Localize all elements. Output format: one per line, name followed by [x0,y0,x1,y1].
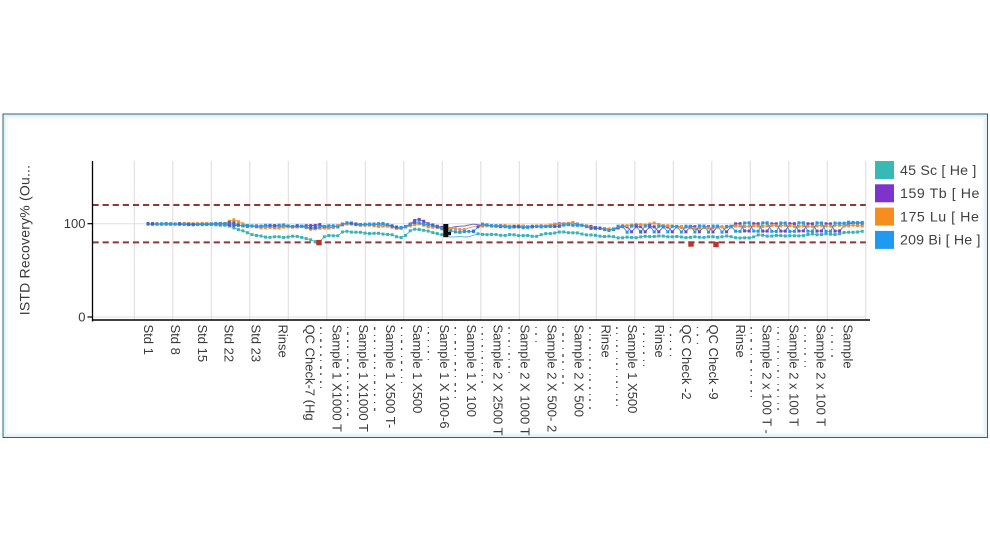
svg-text:0: 0 [78,310,85,325]
svg-text:Sample: Sample [840,325,855,369]
svg-text:Sample 1 X500: Sample 1 X500 [625,325,640,414]
svg-text:Sample 1 X500 T-: Sample 1 X500 T- [383,325,398,429]
svg-text:Sample 2 X 1000 T: Sample 2 X 1000 T [518,325,533,436]
svg-text:Sample 2 X 2500 T: Sample 2 X 2500 T [491,325,506,436]
svg-text:Sample 2 x 100 T -: Sample 2 x 100 T - [760,325,775,434]
svg-text:Std 15: Std 15 [195,325,210,363]
svg-text:159 Tb [ He: 159 Tb [ He [900,186,980,202]
svg-text:Sample 1 X 100-6: Sample 1 X 100-6 [437,325,452,429]
svg-text:Std 23: Std 23 [249,325,264,363]
svg-text:Std 8: Std 8 [168,325,183,355]
svg-text:ISTD Recovery% (Ou...: ISTD Recovery% (Ou... [17,165,33,315]
svg-text:Sample 2 x 100 T: Sample 2 x 100 T [787,325,802,427]
svg-text:100: 100 [64,216,86,231]
svg-text:Rinse: Rinse [652,325,667,358]
svg-text:Rinse: Rinse [276,325,291,358]
svg-text:QC Check -9: QC Check -9 [706,325,721,400]
svg-text:Std 22: Std 22 [222,325,237,363]
svg-text:QC Check -2: QC Check -2 [679,325,694,400]
svg-text:175 Lu [ He: 175 Lu [ He [900,209,979,225]
svg-text:Sample 1 X1000 T: Sample 1 X1000 T [329,325,344,432]
svg-text:Rinse: Rinse [733,325,748,358]
svg-text:209 Bi [ He ]: 209 Bi [ He ] [900,233,981,249]
svg-text:Std 1: Std 1 [141,325,156,355]
svg-text:QC Check-7 (Hg: QC Check-7 (Hg [302,325,317,421]
svg-text:Sample 1 X500: Sample 1 X500 [410,325,425,414]
svg-text:Sample 2 X 500- 2: Sample 2 X 500- 2 [545,325,560,433]
svg-text:Sample 2 X 500: Sample 2 X 500 [571,325,586,418]
svg-text:45 Sc [ He ]: 45 Sc [ He ] [900,163,977,179]
svg-text:Sample 1 X1000 T: Sample 1 X1000 T [356,325,371,432]
svg-text:Rinse: Rinse [598,325,613,358]
svg-text:Sample 1 X 100: Sample 1 X 100 [464,325,479,418]
svg-text:Sample 2 x 100 T: Sample 2 x 100 T [814,325,829,427]
